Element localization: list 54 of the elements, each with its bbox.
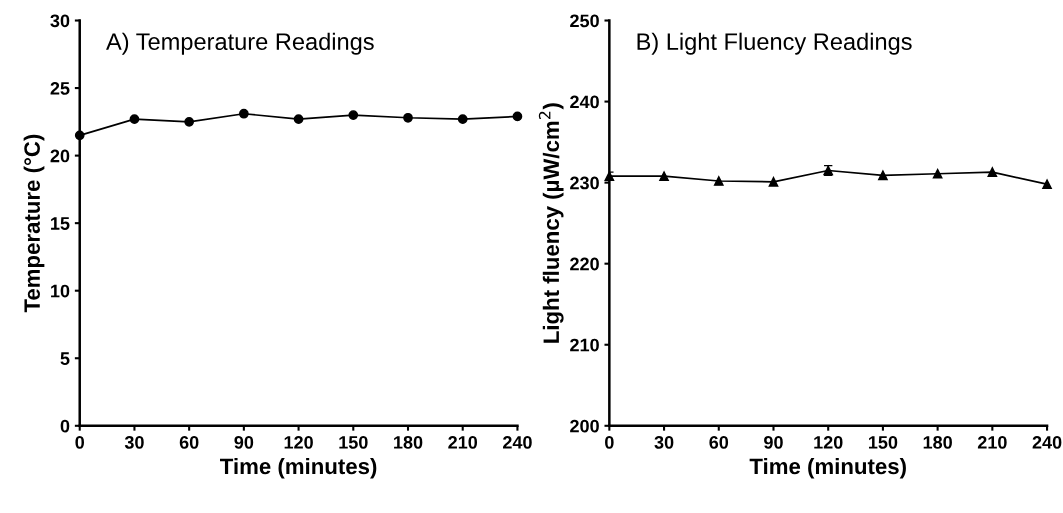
y-axis-title: Temperature (°C) xyxy=(23,134,45,313)
point xyxy=(293,114,304,124)
point xyxy=(348,110,359,120)
x-tick-label: 60 xyxy=(179,435,199,449)
y-tick-label: 220 xyxy=(570,257,599,271)
x-tick-label: 90 xyxy=(764,435,783,449)
y-axis-title: Light fluency (µW/cm$^{2}$) xyxy=(538,103,564,343)
y-tick-label: 15 xyxy=(51,217,70,230)
x-tick-label: 30 xyxy=(654,435,674,449)
x-tick-label: 150 xyxy=(868,435,898,449)
x-tick-label: 180 xyxy=(923,435,952,449)
chart-title: A) Temperature Readings xyxy=(106,32,374,55)
point xyxy=(987,167,998,177)
point xyxy=(713,176,724,186)
y-tick-label: 250 xyxy=(570,14,599,28)
x-tick-label: 210 xyxy=(977,435,1007,449)
x-tick-label: 90 xyxy=(234,435,254,449)
x-tick-label: 60 xyxy=(709,435,729,449)
x-tick-label: 0 xyxy=(75,435,85,449)
point xyxy=(878,170,888,181)
point xyxy=(512,111,523,122)
x-tick-label: 120 xyxy=(284,435,313,449)
x-tick-label: 240 xyxy=(1032,435,1062,449)
point xyxy=(74,130,85,141)
y-tick-label: 200 xyxy=(570,419,599,433)
point xyxy=(1042,179,1052,190)
point xyxy=(768,176,779,187)
x-tick-label: 150 xyxy=(339,435,368,449)
x-tick-label: 240 xyxy=(503,435,532,449)
y-tick-label: 25 xyxy=(50,82,70,95)
x-tick-label: 120 xyxy=(814,435,843,449)
point xyxy=(239,108,249,119)
y-tick-label: 240 xyxy=(570,95,599,109)
x-tick-label: 0 xyxy=(605,435,614,449)
point xyxy=(403,112,413,123)
x-tick-label: 180 xyxy=(394,435,423,449)
chart-title: B) Light Fluency Readings xyxy=(637,32,912,55)
x-axis-title: Time (minutes) xyxy=(749,457,906,479)
point xyxy=(457,114,468,124)
x-axis-title: Time (minutes) xyxy=(220,457,377,479)
point xyxy=(129,114,140,124)
y-tick-label: 210 xyxy=(570,338,599,352)
point xyxy=(184,116,195,127)
y-tick-label: 10 xyxy=(51,284,70,298)
y-tick-label: 230 xyxy=(570,176,599,190)
point xyxy=(604,171,615,182)
x-tick-label: 210 xyxy=(448,435,478,449)
y-tick-label: 5 xyxy=(60,352,70,365)
point xyxy=(932,168,943,179)
point xyxy=(659,171,669,182)
y-tick-label: 30 xyxy=(50,14,70,28)
x-tick-label: 30 xyxy=(124,435,144,449)
y-tick-label: 20 xyxy=(50,149,70,163)
y-tick-label: 0 xyxy=(60,419,70,433)
